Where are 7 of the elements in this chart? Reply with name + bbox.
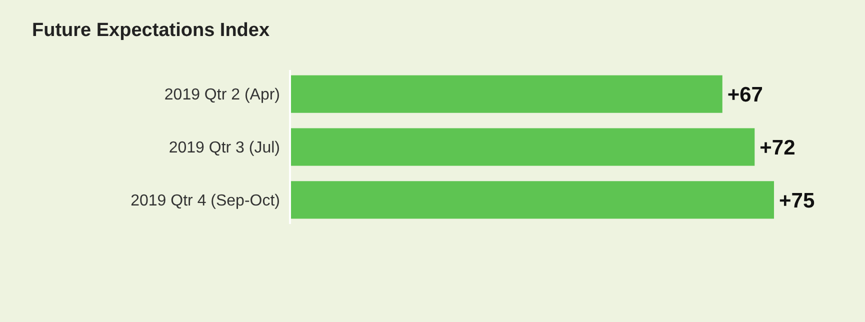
data-label: +72 [760, 136, 796, 160]
data-label: +75 [779, 189, 815, 212]
y-tick-label: 2019 Qtr 4 (Sep-Oct) [130, 192, 280, 210]
y-tick-label: 2019 Qtr 2 (Apr) [164, 86, 280, 104]
chart-title: Future Expectations Index [32, 20, 270, 41]
data-label: +67 [727, 83, 763, 106]
y-tick-label: 2019 Qtr 3 (Jul) [168, 140, 280, 157]
